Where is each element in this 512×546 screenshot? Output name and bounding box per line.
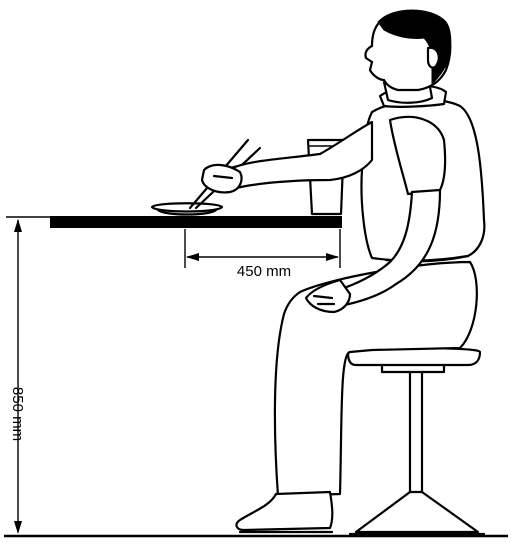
height-dimension [6,216,50,534]
bar-stool [346,347,486,536]
seated-person [200,9,486,534]
counter-top [50,216,342,228]
height-dimension-label: 850 mm [9,387,26,441]
depth-dimension [184,229,341,268]
depth-dimension-label: 450 mm [237,263,291,280]
bowl-icon [150,202,224,216]
